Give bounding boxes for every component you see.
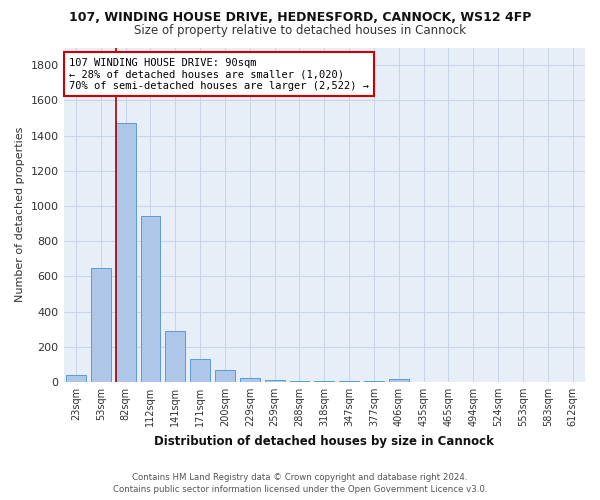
Bar (364, 381, 384, 382)
Text: Contains HM Land Registry data © Crown copyright and database right 2024.
Contai: Contains HM Land Registry data © Crown c… (113, 472, 487, 494)
Bar (190, 359, 210, 382)
Bar (240, 378, 260, 382)
Bar (116, 123, 136, 382)
Bar (265, 380, 284, 382)
Bar (215, 370, 235, 382)
Bar (389, 380, 409, 382)
Bar (339, 381, 359, 382)
Text: Size of property relative to detached houses in Cannock: Size of property relative to detached ho… (134, 24, 466, 37)
Bar (66, 375, 86, 382)
Bar (166, 331, 185, 382)
X-axis label: Distribution of detached houses by size in Cannock: Distribution of detached houses by size … (154, 434, 494, 448)
Text: 107 WINDING HOUSE DRIVE: 90sqm
← 28% of detached houses are smaller (1,020)
70% : 107 WINDING HOUSE DRIVE: 90sqm ← 28% of … (69, 58, 369, 90)
Text: 107, WINDING HOUSE DRIVE, HEDNESFORD, CANNOCK, WS12 4FP: 107, WINDING HOUSE DRIVE, HEDNESFORD, CA… (69, 11, 531, 24)
Bar (290, 381, 310, 382)
Bar (91, 268, 111, 382)
Y-axis label: Number of detached properties: Number of detached properties (15, 127, 25, 302)
Bar (314, 381, 334, 382)
Bar (140, 216, 160, 382)
